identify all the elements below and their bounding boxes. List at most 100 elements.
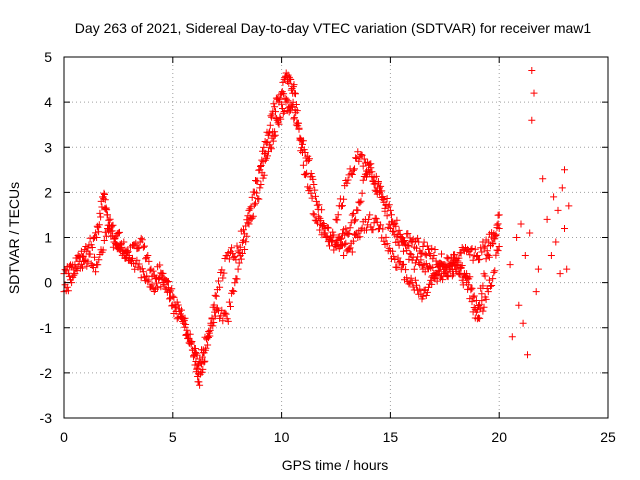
data-point xyxy=(377,221,385,229)
data-point xyxy=(465,281,473,289)
y-tick-label: -1 xyxy=(40,320,53,336)
data-point xyxy=(107,227,115,235)
data-point xyxy=(476,314,484,322)
data-point xyxy=(488,229,496,237)
data-point xyxy=(358,189,366,197)
data-point xyxy=(137,234,145,242)
data-point xyxy=(381,204,389,212)
data-point xyxy=(479,307,487,315)
data-point xyxy=(478,248,486,256)
data-point xyxy=(411,276,419,284)
data-point xyxy=(539,175,547,183)
data-point xyxy=(382,233,390,241)
data-point xyxy=(154,284,162,292)
data-point xyxy=(271,128,279,136)
data-point xyxy=(324,224,332,232)
x-axis-label: GPS time / hours xyxy=(282,457,389,473)
data-point xyxy=(271,103,279,111)
data-point xyxy=(238,250,246,257)
data-point xyxy=(193,364,201,372)
data-point xyxy=(468,298,476,306)
data-point xyxy=(418,250,426,257)
data-point xyxy=(98,203,106,211)
data-point xyxy=(267,143,275,151)
data-point xyxy=(200,349,208,357)
data-point xyxy=(552,238,560,246)
data-point xyxy=(272,108,279,116)
data-point xyxy=(297,147,305,155)
data-point xyxy=(278,100,286,108)
data-point xyxy=(271,131,279,139)
data-point xyxy=(295,125,303,133)
y-tick-label: 3 xyxy=(44,139,52,155)
data-point xyxy=(230,287,238,295)
data-point xyxy=(228,244,236,252)
data-point xyxy=(91,253,98,261)
data-point xyxy=(393,216,401,224)
data-point xyxy=(294,119,302,127)
data-point xyxy=(241,246,249,253)
data-point xyxy=(330,231,338,239)
data-point xyxy=(429,264,437,271)
data-point xyxy=(100,237,108,244)
axis-ticks xyxy=(63,56,609,419)
data-point xyxy=(432,271,440,279)
data-point xyxy=(149,267,157,275)
data-point xyxy=(257,163,264,170)
data-point xyxy=(489,240,497,248)
data-point xyxy=(279,78,287,86)
data-point xyxy=(145,276,153,284)
y-tick-label: 0 xyxy=(44,275,52,291)
data-point xyxy=(344,176,352,184)
x-tick-label: 10 xyxy=(274,429,290,445)
data-point xyxy=(255,195,263,203)
data-point xyxy=(371,186,379,194)
data-point xyxy=(405,255,413,263)
data-point xyxy=(494,247,502,255)
data-point xyxy=(565,202,573,210)
data-point xyxy=(403,274,411,282)
data-point xyxy=(299,137,307,145)
data-point xyxy=(354,206,362,214)
data-point xyxy=(284,97,292,105)
data-point xyxy=(71,261,79,269)
x-tick-label: 0 xyxy=(60,429,68,445)
data-point xyxy=(383,195,391,202)
data-point xyxy=(292,90,299,98)
data-point xyxy=(244,219,252,227)
data-point xyxy=(421,268,429,276)
data-point xyxy=(233,275,241,283)
data-point xyxy=(340,252,348,259)
data-point xyxy=(405,280,413,288)
data-point xyxy=(236,243,244,251)
data-point xyxy=(483,247,491,255)
data-point xyxy=(240,226,247,234)
data-point xyxy=(532,288,540,296)
data-point xyxy=(245,220,253,228)
data-point xyxy=(485,276,493,284)
data-point xyxy=(205,334,212,341)
data-point xyxy=(79,264,86,272)
data-point xyxy=(426,262,434,270)
data-point xyxy=(484,288,492,296)
data-point xyxy=(114,229,122,237)
data-point xyxy=(318,206,326,214)
data-point xyxy=(202,344,210,352)
data-point xyxy=(96,209,104,217)
data-point xyxy=(406,250,414,258)
data-point xyxy=(133,256,141,264)
data-point xyxy=(291,106,299,114)
data-point xyxy=(124,248,132,256)
x-tick-label: 15 xyxy=(383,429,399,445)
data-point xyxy=(95,228,103,236)
data-point xyxy=(390,228,398,236)
data-point xyxy=(231,279,239,287)
data-point xyxy=(337,241,345,249)
data-point xyxy=(182,321,190,328)
data-point xyxy=(402,266,410,274)
data-point xyxy=(495,225,503,232)
data-point xyxy=(260,171,268,179)
data-point xyxy=(233,242,241,250)
data-point xyxy=(132,239,140,247)
data-point xyxy=(144,252,152,259)
